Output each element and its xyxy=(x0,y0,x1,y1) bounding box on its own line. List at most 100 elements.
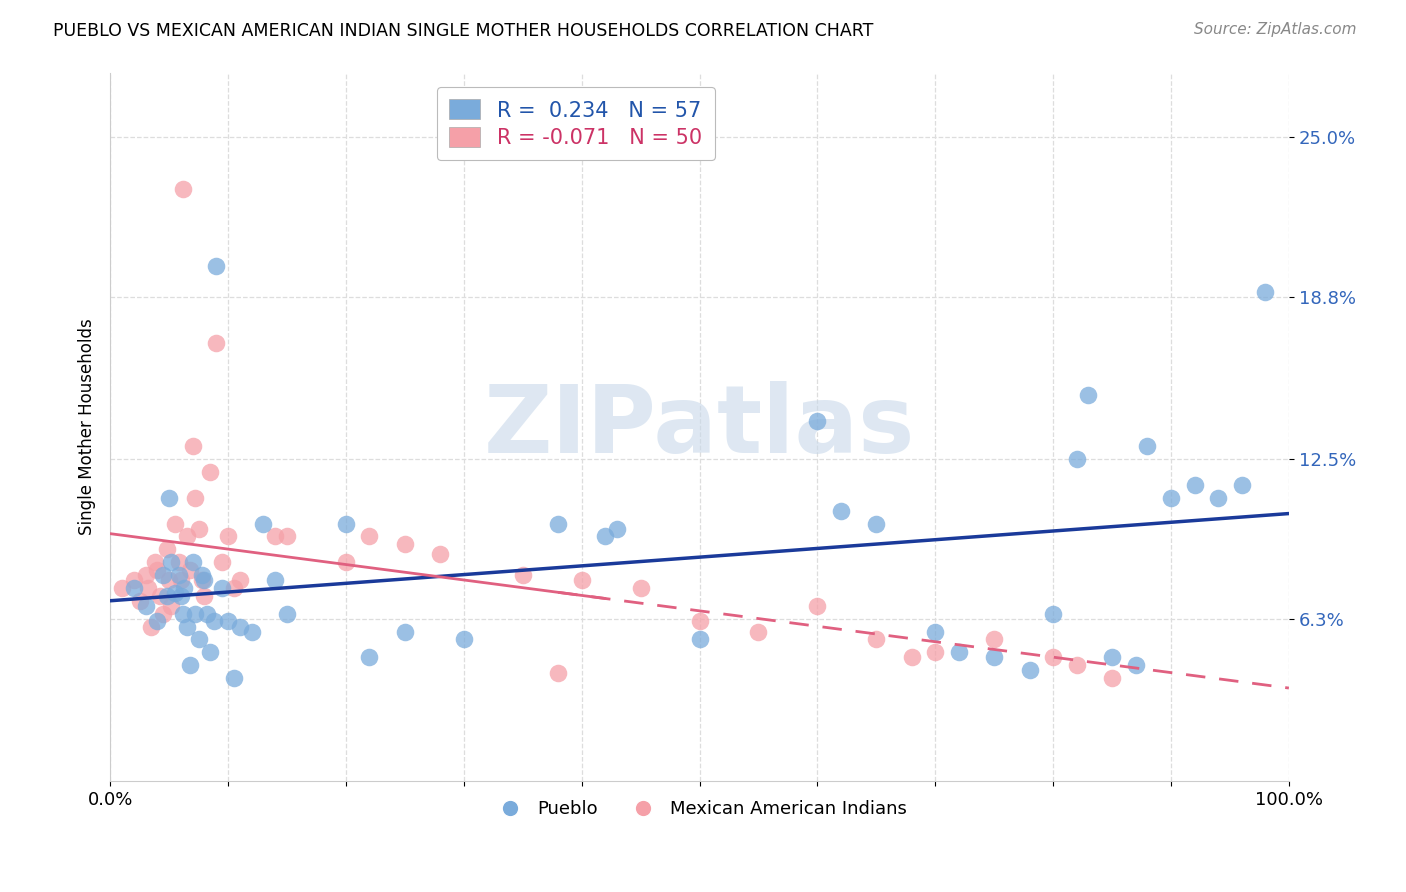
Point xyxy=(193,589,215,603)
Point xyxy=(187,522,209,536)
Point xyxy=(1066,452,1088,467)
Point xyxy=(359,529,381,543)
Point xyxy=(830,503,852,517)
Point xyxy=(167,555,190,569)
Point xyxy=(179,658,201,673)
Point xyxy=(179,563,201,577)
Point xyxy=(172,607,194,621)
Point xyxy=(152,607,174,621)
Point xyxy=(156,589,179,603)
Point xyxy=(211,581,233,595)
Point xyxy=(630,581,652,595)
Point xyxy=(111,581,134,595)
Point xyxy=(160,599,183,613)
Point xyxy=(1136,439,1159,453)
Text: Source: ZipAtlas.com: Source: ZipAtlas.com xyxy=(1194,22,1357,37)
Point xyxy=(181,439,204,453)
Point xyxy=(1125,658,1147,673)
Point xyxy=(252,516,274,531)
Point xyxy=(983,632,1005,647)
Point xyxy=(359,650,381,665)
Point xyxy=(152,568,174,582)
Point xyxy=(176,619,198,633)
Point xyxy=(128,594,150,608)
Point xyxy=(205,336,228,351)
Legend: Pueblo, Mexican American Indians: Pueblo, Mexican American Indians xyxy=(485,793,914,825)
Point xyxy=(163,516,186,531)
Point xyxy=(191,568,214,582)
Point xyxy=(900,650,922,665)
Point xyxy=(200,645,222,659)
Point xyxy=(222,671,245,685)
Text: ZIPatlas: ZIPatlas xyxy=(484,381,915,473)
Point xyxy=(689,632,711,647)
Point xyxy=(547,516,569,531)
Point xyxy=(167,568,190,582)
Point xyxy=(134,599,156,613)
Point xyxy=(264,573,287,587)
Point xyxy=(157,491,180,505)
Point xyxy=(222,581,245,595)
Point xyxy=(429,548,451,562)
Point xyxy=(547,665,569,680)
Point xyxy=(240,624,263,639)
Point xyxy=(172,182,194,196)
Point xyxy=(200,465,222,479)
Point xyxy=(924,645,946,659)
Point xyxy=(747,624,769,639)
Point xyxy=(924,624,946,639)
Point xyxy=(394,537,416,551)
Point xyxy=(1101,650,1123,665)
Point xyxy=(865,516,887,531)
Point xyxy=(149,589,172,603)
Point xyxy=(606,522,628,536)
Point xyxy=(170,589,193,603)
Point xyxy=(983,650,1005,665)
Point xyxy=(211,555,233,569)
Point xyxy=(156,542,179,557)
Point xyxy=(146,563,169,577)
Point xyxy=(689,615,711,629)
Point xyxy=(170,573,193,587)
Point xyxy=(143,555,166,569)
Point xyxy=(205,259,228,273)
Point xyxy=(1066,658,1088,673)
Point xyxy=(1077,388,1099,402)
Point xyxy=(1230,478,1253,492)
Point xyxy=(512,568,534,582)
Point xyxy=(335,516,357,531)
Point xyxy=(184,491,207,505)
Point xyxy=(173,581,195,595)
Point xyxy=(217,615,239,629)
Point xyxy=(1042,607,1064,621)
Point xyxy=(1018,663,1040,677)
Point xyxy=(202,615,225,629)
Point xyxy=(276,529,298,543)
Point xyxy=(806,413,828,427)
Point xyxy=(160,555,183,569)
Point xyxy=(146,615,169,629)
Point xyxy=(141,619,163,633)
Point xyxy=(122,581,145,595)
Point xyxy=(276,607,298,621)
Point xyxy=(187,632,209,647)
Point xyxy=(136,581,159,595)
Point xyxy=(571,573,593,587)
Point xyxy=(806,599,828,613)
Point xyxy=(229,573,252,587)
Text: PUEBLO VS MEXICAN AMERICAN INDIAN SINGLE MOTHER HOUSEHOLDS CORRELATION CHART: PUEBLO VS MEXICAN AMERICAN INDIAN SINGLE… xyxy=(53,22,873,40)
Point xyxy=(394,624,416,639)
Point xyxy=(122,573,145,587)
Point xyxy=(1101,671,1123,685)
Point xyxy=(1160,491,1182,505)
Point xyxy=(453,632,475,647)
Point xyxy=(229,619,252,633)
Point xyxy=(1184,478,1206,492)
Point xyxy=(163,586,186,600)
Point xyxy=(191,573,214,587)
Point xyxy=(335,555,357,569)
Point xyxy=(134,568,156,582)
Point xyxy=(1254,285,1277,299)
Point xyxy=(593,529,616,543)
Point xyxy=(157,573,180,587)
